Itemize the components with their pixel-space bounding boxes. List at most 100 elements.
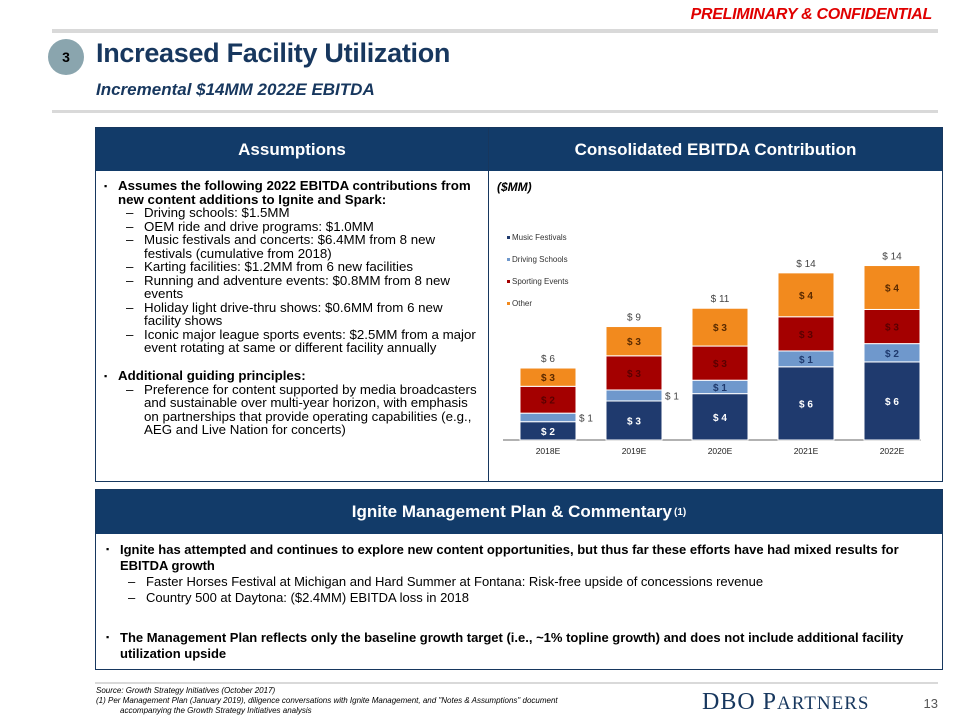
sub-bullet-text: Driving schools: $1.5MM [144,205,290,220]
segment-value-label: $ 6 [885,397,899,408]
segment-value-label: $ 3 [627,416,641,427]
dash-icon: – [126,272,134,288]
footnotes: Source: Growth Strategy Initiatives (Oct… [96,686,558,716]
sub-bullet-text: Music festivals and concerts: $6.4MM fro… [144,232,436,261]
sub-bullet-text: OEM ride and drive programs: $1.0MM [144,218,374,234]
legend-swatch [507,258,510,261]
commentary-footnote-ref: (1) [674,506,687,518]
confidential-label: PRELIMINARY & CONFIDENTIAL [690,6,933,23]
segment-value-label: $ 1 [799,355,813,366]
dash-icon: – [128,574,136,589]
bar-segment-other [777,272,835,318]
dash-icon: – [126,232,134,247]
bar-segment-sporting-events [863,308,921,345]
bar-segment-other [605,326,663,357]
legend-swatch [507,302,510,305]
page-subtitle: Incremental $14MM 2022E EBITDA [96,80,375,99]
bar-segment-driving-schools [519,412,577,423]
dash-icon: – [126,326,134,342]
legend-swatch [507,236,510,239]
bar-segment-driving-schools [605,389,663,402]
sub-bullet-item: – Iconic major league sports events: $2.5… [104,326,480,355]
bar-segment-sporting-events [519,385,577,414]
x-tick-label: 2019E [622,446,647,456]
segment-value-label: $ 2 [541,427,555,438]
bar-segment-other [863,265,921,310]
bullet-item: ▪ Ignite has attempted and continues to e… [106,542,932,574]
sub-bullet-text: Running and adventure events: $0.8MM fro… [144,272,451,301]
dash-icon: – [126,381,134,397]
commentary-heading-text: Ignite Management Plan & Commentary [351,502,672,521]
footnote-1: (1) Per Management Plan (January 2019), … [96,696,558,705]
sub-bullet-item: – Music festivals and concerts: $6.4MM fr… [104,233,480,260]
section-number-badge: 3 [48,39,84,75]
bar-segment-other [519,367,577,387]
bullet-text: Assumes the following 2022 EBITDA contri… [118,178,471,207]
segment-value-label: $ 6 [799,399,813,410]
bullet-item: ▪ Additional guiding principles: [104,367,480,383]
sub-bullet-text: Faster Horses Festival at Michigan and H… [146,574,764,589]
assumptions-panel: Assumptions ▪ Assumes the following 2022 … [95,127,489,482]
sub-bullet-text: Karting facilities: $1.2MM from 6 new fa… [144,259,413,274]
x-tick-label: 2020E [708,446,733,456]
commentary-heading: Ignite Management Plan & Commentary (1) [96,490,942,534]
legend-swatch [507,280,510,283]
chart-heading: Consolidated EBITDA Contribution [489,128,942,171]
bullet-icon: ▪ [104,181,108,191]
bullet-item: ▪ The Management Plan reflects only the b… [106,630,932,662]
subtitle-rule [52,110,938,113]
sub-bullet-item: – Driving schools: $1.5MM [104,206,480,220]
bullet-icon: ▪ [106,632,110,642]
total-value-label: $ 14 [882,252,902,263]
segment-value-label: $ 3 [627,337,641,348]
assumptions-heading: Assumptions [96,128,488,171]
ebitda-stacked-bar-chart: Music Festivals Driving Schools Sporting E… [503,233,921,456]
bullet-icon: ▪ [104,370,108,381]
sub-bullet-item: – Running and adventure events: $0.8MM fr… [104,272,480,301]
bar-segment-sporting-events [777,316,835,352]
bullet-text: The Management Plan reflects only the ba… [120,630,904,661]
bar-segment-music-festivals [863,361,921,441]
segment-value-label: $ 3 [541,373,555,384]
segment-value-label: $ 3 [713,323,727,334]
chart-panel: Consolidated EBITDA Contribution ($MM) M… [488,127,943,482]
bar-segment-sporting-events [605,355,663,391]
sub-bullet-text: Holiday light drive-thru shows: $0.6MM f… [144,299,443,328]
segment-value-label: $ 4 [885,284,899,295]
footnote-1-continued: accompanying the Growth Strategy Initiat… [120,706,312,715]
legend-label: Driving Schools [512,255,568,264]
x-tick-label: 2018E [536,446,561,456]
bar-segment-music-festivals [691,393,749,441]
segment-value-label: $ 1 [579,413,593,424]
dash-icon: – [126,299,134,315]
sub-bullet-item: – Holiday light drive-thru shows: $0.6MM … [104,299,480,328]
segment-value-label: $ 3 [799,330,813,341]
sub-bullet-item: – Karting facilities: $1.2MM from 6 new f… [104,260,480,274]
bullet-item: ▪ Assumes the following 2022 EBITDA contr… [104,179,480,206]
x-tick-label: 2021E [794,446,819,456]
segment-value-label: $ 1 [665,391,679,402]
segment-value-label: $ 4 [713,413,727,424]
segment-value-label: $ 4 [799,291,813,302]
assumptions-list: ▪ Assumes the following 2022 EBITDA contr… [96,171,488,437]
total-value-label: $ 11 [711,294,730,305]
segment-value-label: $ 1 [713,383,727,394]
header-rule [52,29,938,33]
list-gap [104,355,480,367]
page-number: 13 [923,696,938,711]
sub-bullet-item: – Faster Horses Festival at Michigan and … [106,574,932,590]
segment-value-label: $ 2 [885,349,899,360]
total-value-label: $ 6 [541,354,555,365]
legend-label: Sporting Events [512,277,568,286]
segment-value-label: $ 3 [885,323,899,334]
total-value-label: $ 9 [627,313,641,324]
bullet-text: Additional guiding principles: [118,367,306,383]
chart-unit-label: ($MM) [497,180,532,194]
source-note: Source: Growth Strategy Initiatives (Oct… [96,686,276,695]
legend-label: Other [512,299,532,308]
sub-bullet-item: – OEM ride and drive programs: $1.0MM [104,218,480,234]
logo-part-2: ARTNERS [777,693,870,714]
page-title: Increased Facility Utilization [96,38,451,68]
list-gap [106,606,932,628]
legend-label: Music Festivals [512,233,567,242]
